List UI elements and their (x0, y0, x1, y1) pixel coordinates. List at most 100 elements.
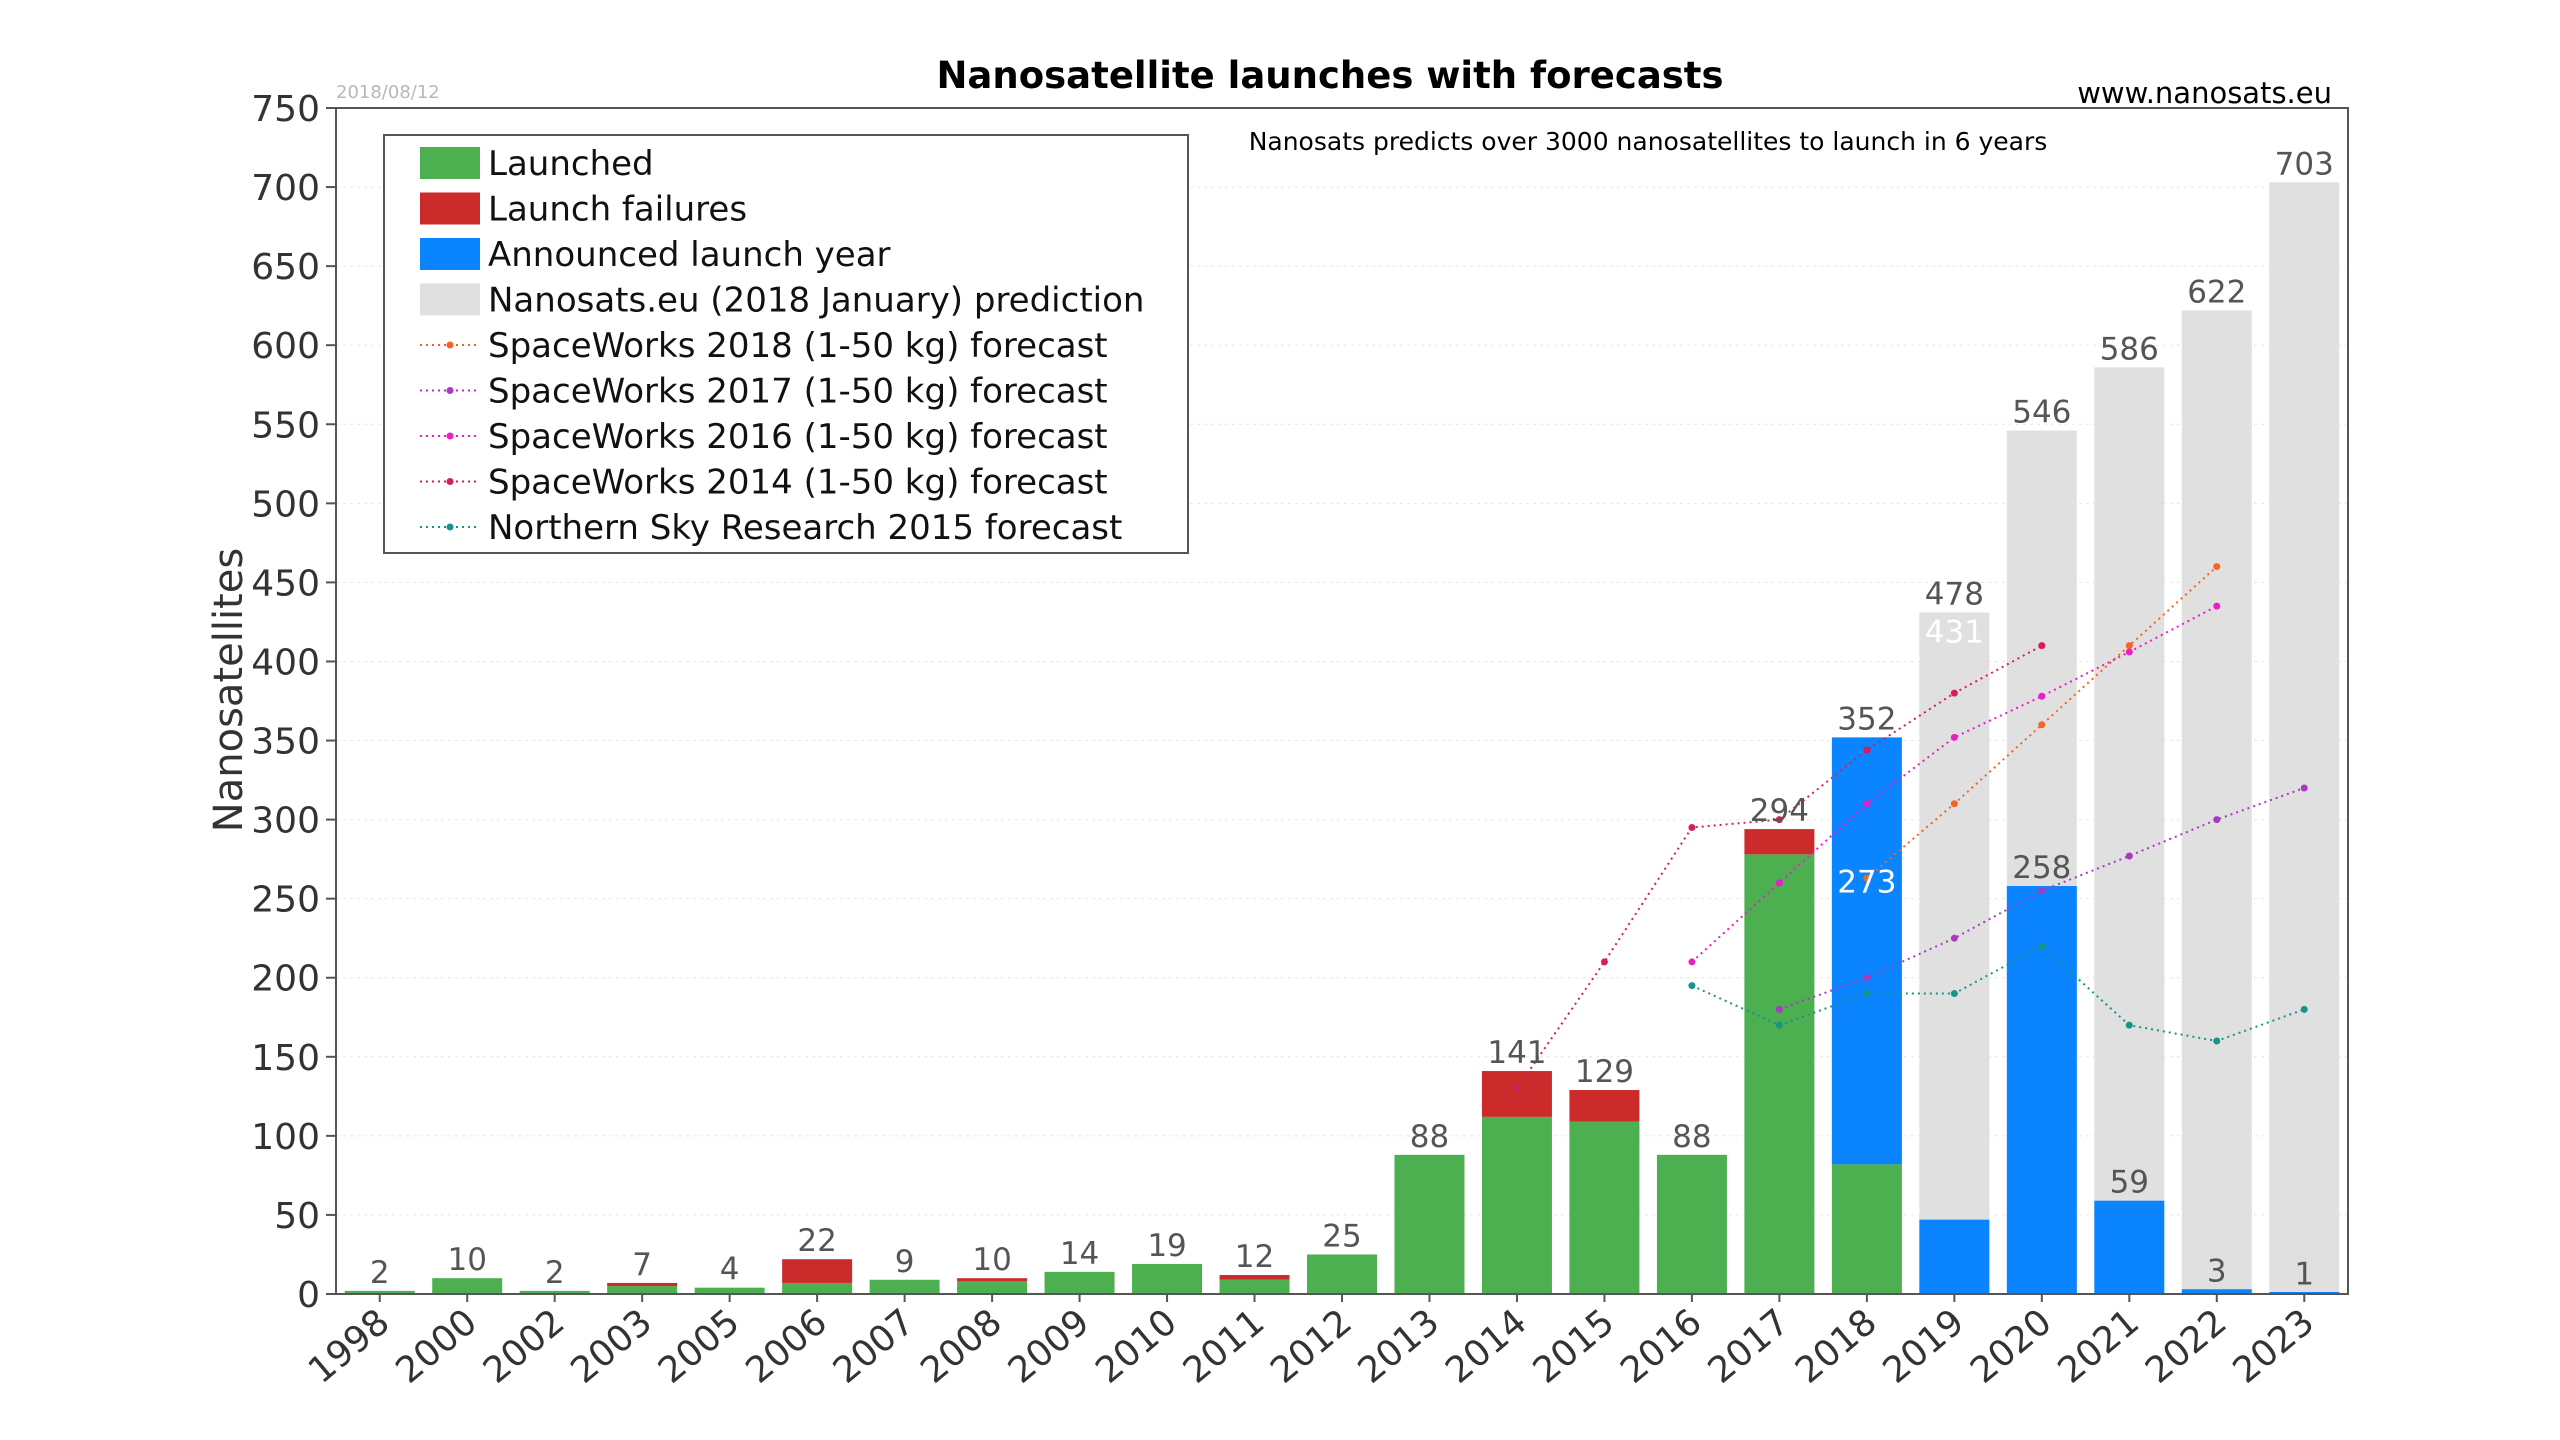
website-label: www.nanosats.eu (2077, 76, 2332, 110)
x-tick-label: 2010 (1088, 1301, 1185, 1391)
bar-total-label: 4 (720, 1252, 740, 1288)
legend-label: SpaceWorks 2017 (1-50 kg) forecast (488, 372, 1108, 412)
y-tick-label: 300 (251, 801, 320, 842)
forecast-point (2038, 642, 2046, 650)
bar-total-label: 2 (370, 1255, 390, 1291)
launched-bar (1307, 1254, 1377, 1294)
forecast-point (1863, 974, 1871, 982)
announced-label: 59 (2110, 1165, 2149, 1201)
legend-label: SpaceWorks 2016 (1-50 kg) forecast (488, 417, 1108, 457)
bar-inner-label: 273 (1837, 864, 1896, 900)
x-tick-label: 2005 (651, 1301, 748, 1391)
launched-bar (869, 1279, 940, 1294)
x-tick-label: 2023 (2226, 1301, 2323, 1391)
forecast-point (2300, 784, 2308, 792)
bar-total-label: 10 (972, 1242, 1011, 1278)
launched-bar (519, 1290, 590, 1294)
forecast-point (1950, 934, 1958, 942)
forecast-point (2125, 852, 2133, 860)
y-tick-label: 600 (251, 326, 320, 367)
forecast-point (2038, 721, 2046, 729)
announced-bar (1919, 1219, 1990, 1294)
x-axis-ticks: 1998200020022003200520062007200820092010… (301, 1294, 2322, 1392)
bar-total-label: 12 (1235, 1239, 1274, 1275)
forecast-point (2300, 1005, 2308, 1013)
bar-total-label: 14 (1060, 1236, 1099, 1272)
failure-bar (607, 1282, 678, 1287)
x-tick-label: 2009 (1001, 1301, 1098, 1391)
launched-bar (782, 1282, 853, 1294)
y-tick-label: 350 (251, 722, 320, 763)
bar-total-label: 88 (1410, 1119, 1449, 1155)
failure-bar (1219, 1275, 1290, 1280)
legend-swatch (420, 147, 480, 179)
y-tick-label: 50 (274, 1196, 320, 1237)
x-tick-label: 2000 (388, 1301, 485, 1391)
x-tick-label: 2014 (1438, 1301, 1535, 1391)
y-tick-label: 450 (251, 563, 320, 604)
bar-inner-label: 431 (1925, 614, 1984, 650)
x-tick-label: 2002 (476, 1301, 573, 1391)
bar-total-label: 703 (2275, 146, 2334, 182)
forecast-point (1600, 958, 1608, 966)
launched-bar (1219, 1279, 1290, 1294)
bar-total-label: 129 (1575, 1054, 1634, 1090)
forecast-point (1863, 874, 1871, 882)
bar-total-label: 586 (2100, 331, 2159, 367)
forecast-point (1775, 1021, 1783, 1029)
legend-box (383, 134, 1189, 554)
forecast-point (2213, 816, 2221, 824)
failure-bar (1569, 1090, 1640, 1122)
y-tick-label: 500 (251, 484, 320, 525)
failure-bar (957, 1278, 1028, 1282)
forecast-point (2125, 648, 2133, 656)
legend-swatch (420, 192, 480, 225)
failure-bar (782, 1259, 853, 1283)
bar-total-label: 622 (2187, 274, 2246, 310)
launched-bar (432, 1278, 503, 1294)
bar-total-label: 22 (797, 1223, 836, 1259)
y-axis-title: Nanosatellites (206, 548, 252, 832)
x-tick-label: 2007 (826, 1301, 923, 1391)
bar-total-label: 25 (1322, 1218, 1361, 1254)
forecast-point (1863, 746, 1871, 754)
prediction-bar (2094, 367, 2165, 1295)
forecast-point (1950, 733, 1958, 741)
x-tick-label: 2021 (2051, 1301, 2148, 1391)
x-tick-label: 2015 (1526, 1301, 1623, 1391)
y-tick-label: 550 (251, 405, 320, 446)
legend-marker (446, 478, 454, 485)
legend-label: SpaceWorks 2018 (1-50 kg) forecast (488, 326, 1108, 366)
x-tick-label: 2003 (563, 1301, 660, 1391)
y-tick-label: 100 (251, 1117, 320, 1158)
legend-label: Announced launch year (488, 235, 891, 275)
launched-bar (1481, 1116, 1552, 1294)
x-tick-label: 2006 (738, 1301, 835, 1391)
bar-total-label: 478 (1925, 576, 1984, 612)
launched-bar (1569, 1121, 1640, 1294)
x-tick-label: 2017 (1701, 1301, 1798, 1391)
launched-bar (344, 1290, 415, 1294)
chart-title: Nanosatellite launches with forecasts (936, 54, 1723, 97)
forecast-point (1863, 800, 1871, 808)
bar-total-label: 141 (1487, 1035, 1546, 1071)
bar-total-label: 294 (1750, 793, 1809, 829)
forecast-point (2125, 642, 2133, 650)
x-tick-label: 2019 (1876, 1301, 1973, 1391)
launched-bar (1656, 1154, 1727, 1294)
forecast-point (2125, 1021, 2133, 1029)
forecast-point (2213, 602, 2221, 610)
y-axis-ticks: 0 50 100 150 200 250 300 350 400 450 500 550 600 650 7… (251, 89, 336, 1316)
announced-bar (2181, 1289, 2252, 1294)
forecast-point (1688, 958, 1696, 966)
announced-bar (2094, 1200, 2165, 1294)
forecast-point (1513, 1084, 1521, 1092)
forecast-point (2213, 1037, 2221, 1045)
prediction-bar (2181, 310, 2252, 1295)
launched-bar (607, 1286, 678, 1294)
y-tick-label: 0 (297, 1275, 320, 1316)
legend-marker (446, 432, 454, 440)
announced-bar (1831, 737, 1902, 1165)
legend-label: Launched (488, 144, 654, 184)
launched-bar (1044, 1271, 1115, 1294)
